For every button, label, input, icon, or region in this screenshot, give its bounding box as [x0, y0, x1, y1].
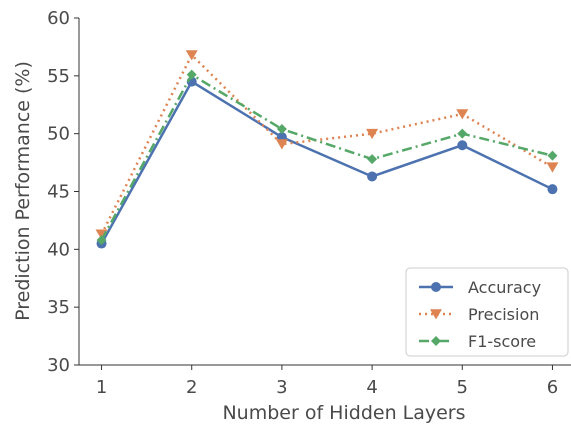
- x-tick-label: 4: [366, 377, 377, 398]
- legend-label: Precision: [468, 305, 539, 324]
- x-tick-label: 5: [457, 377, 468, 398]
- legend-entry-accuracy: Accuracy: [419, 278, 541, 297]
- legend-swatch-marker: [430, 309, 442, 320]
- legend-swatch-marker: [431, 336, 441, 346]
- y-tick-label: 60: [47, 8, 70, 29]
- series-precision: [95, 50, 559, 240]
- legend-label: F1-score: [468, 332, 536, 351]
- data-point-f1-score: [367, 154, 378, 165]
- y-tick-label: 30: [47, 355, 70, 376]
- series-accuracy: [96, 76, 558, 249]
- legend-entry-f1-score: F1-score: [419, 332, 536, 351]
- data-point-f1-score: [186, 69, 197, 80]
- data-point-f1-score: [96, 235, 107, 246]
- series-line-accuracy: [100, 80, 554, 245]
- legend: Accuracy Precision F1-score: [405, 267, 569, 357]
- data-point-accuracy: [547, 184, 558, 195]
- legend-entry-precision: Precision: [419, 305, 539, 324]
- y-tick-label: 40: [47, 239, 70, 260]
- data-point-f1-score: [457, 128, 468, 139]
- x-tick-labels: 1 2 3 4 5 6: [96, 365, 558, 398]
- series-layer: [95, 50, 559, 249]
- data-point-precision: [185, 50, 198, 61]
- y-tick-label: 50: [47, 124, 70, 145]
- data-point-f1-score: [276, 124, 287, 135]
- y-tick-label: 35: [47, 297, 70, 318]
- data-point-precision: [366, 128, 379, 140]
- data-point-precision: [546, 162, 559, 173]
- series-f1-score: [96, 69, 558, 246]
- data-point-accuracy: [367, 171, 378, 182]
- x-tick-label: 6: [547, 377, 558, 398]
- data-point-precision: [275, 139, 288, 150]
- y-tick-label: 55: [47, 66, 70, 87]
- x-axis-title: Number of Hidden Layers: [222, 402, 465, 424]
- data-point-accuracy: [457, 140, 468, 151]
- legend-box: [405, 267, 569, 357]
- y-tick-labels: 30 35 40 45 50 55 60: [47, 8, 79, 376]
- x-tick-label: 3: [276, 377, 287, 398]
- data-point-f1-score: [547, 150, 558, 161]
- y-axis-title: Prediction Performance (%): [12, 61, 34, 321]
- series-line-f1-score: [100, 73, 553, 241]
- x-tick-label: 1: [96, 377, 107, 398]
- legend-label: Accuracy: [468, 278, 541, 297]
- y-tick-label: 45: [47, 182, 70, 203]
- x-tick-label: 2: [186, 377, 197, 398]
- legend-swatch-marker: [431, 282, 441, 292]
- data-point-precision: [456, 109, 469, 120]
- series-line-precision: [100, 53, 554, 235]
